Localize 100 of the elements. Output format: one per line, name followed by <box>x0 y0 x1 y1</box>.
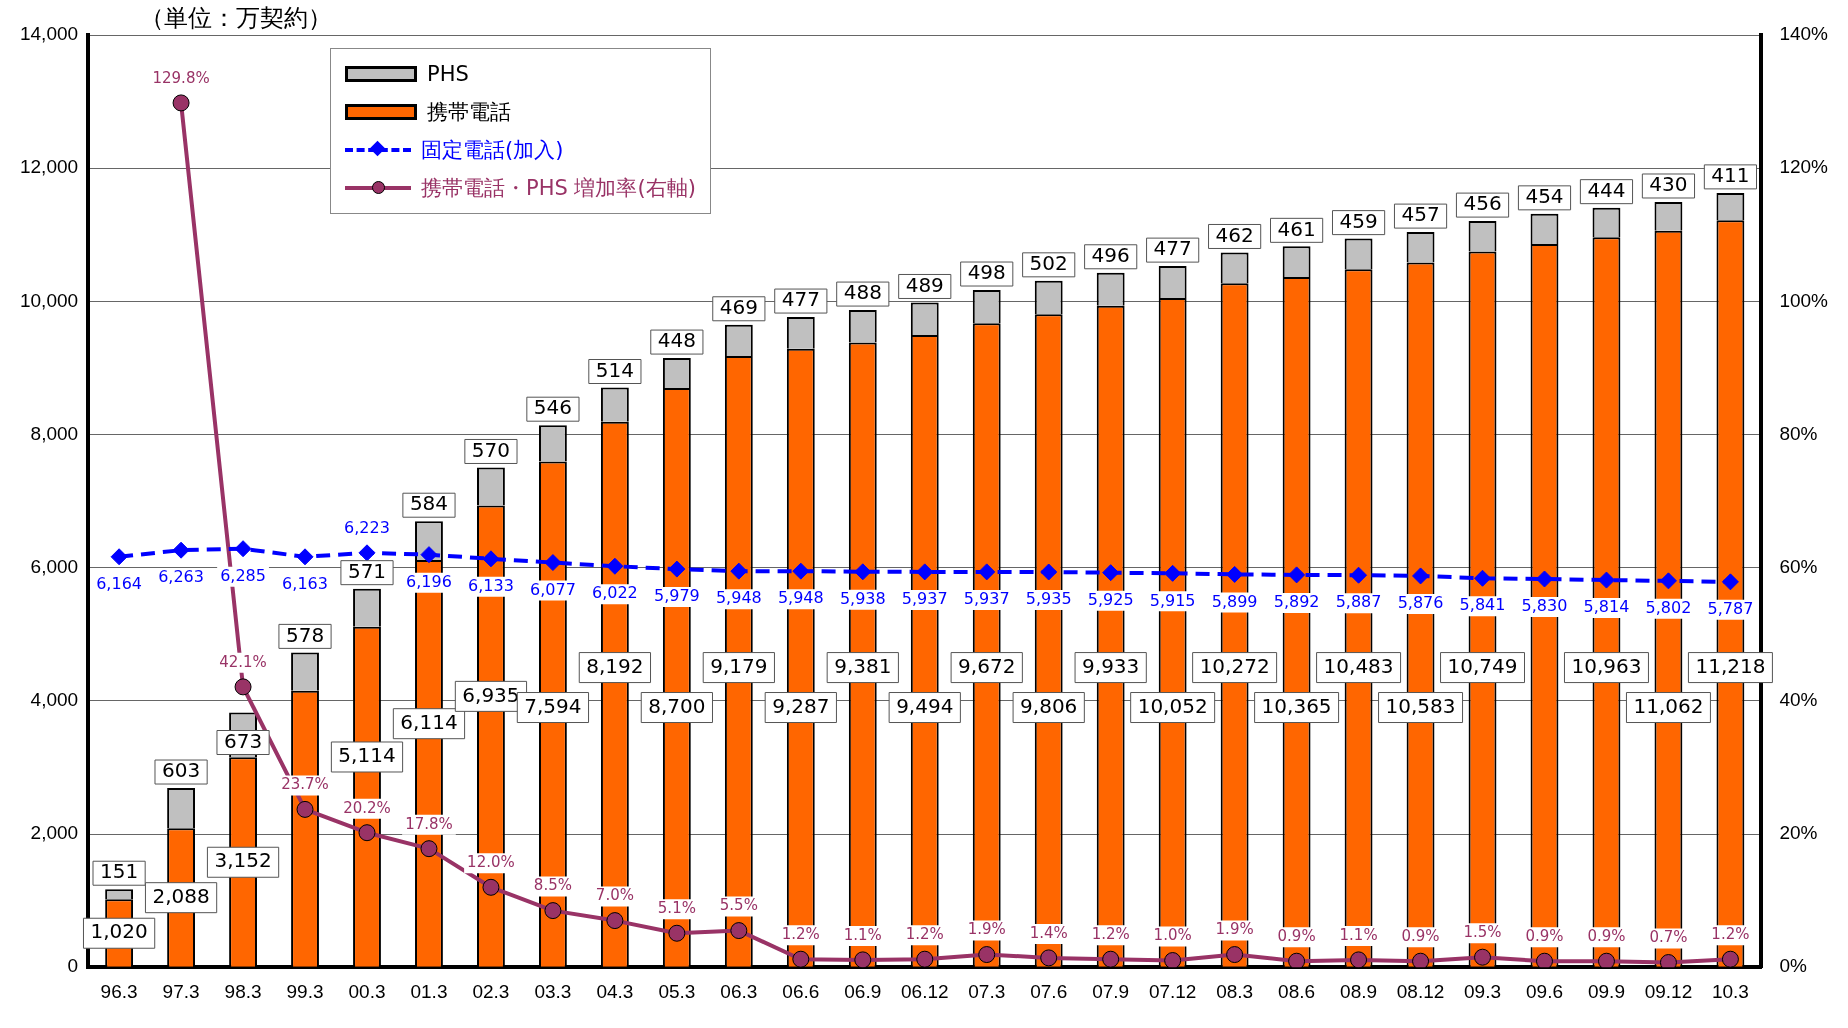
point <box>482 878 500 896</box>
data-label: 129.8% <box>152 68 210 87</box>
data-label: 1.2% <box>1091 925 1130 944</box>
data-label: 1.2% <box>905 925 944 944</box>
data-label: 7,594 <box>524 693 582 718</box>
point <box>1474 948 1492 966</box>
data-label: 571 <box>347 558 387 583</box>
data-label: 5,979 <box>653 586 700 606</box>
data-label: 546 <box>533 395 573 420</box>
data-label: 12.0% <box>467 853 515 872</box>
y-tick-label: 14,000 <box>19 23 79 45</box>
data-label: 5,948 <box>777 588 824 608</box>
data-label: 10,583 <box>1385 693 1456 718</box>
data-label: 0.9% <box>1525 927 1564 946</box>
x-tick-label: 06.6 <box>782 980 820 1002</box>
data-label: 9,179 <box>710 653 768 678</box>
legend-label: 携帯電話 <box>427 99 511 126</box>
data-label: 5,948 <box>715 588 762 608</box>
data-label: 9,381 <box>834 653 892 678</box>
point <box>978 946 996 964</box>
data-label: 2,088 <box>152 883 210 908</box>
x-tick-label: 01.3 <box>410 980 448 1002</box>
y-axis-title: （単位：万契約） <box>140 3 332 34</box>
y-tick-label: 12,000 <box>19 156 79 178</box>
data-label: 570 <box>471 437 511 462</box>
data-label: 10,963 <box>1571 653 1642 678</box>
data-label: 5,938 <box>839 588 886 608</box>
point <box>1350 951 1368 968</box>
point <box>1226 946 1244 964</box>
x-tick-label: 99.3 <box>286 980 324 1002</box>
point <box>296 800 314 818</box>
y-tick-label: 4,000 <box>30 689 79 711</box>
point <box>1412 952 1430 968</box>
x-tick-label: 08.12 <box>1396 980 1445 1002</box>
y2-tick-label: 0% <box>1779 955 1807 977</box>
legend-label: 携帯電話・PHS 増加率(右軸) <box>421 175 696 202</box>
data-label: 1.9% <box>967 920 1006 939</box>
data-label: 462 <box>1215 222 1254 247</box>
data-label: 1.5% <box>1463 923 1502 942</box>
x-tick-label: 06.9 <box>844 980 882 1002</box>
data-label: 5,935 <box>1025 589 1072 609</box>
data-label: 5.5% <box>719 896 758 915</box>
y2-tick-label: 80% <box>1779 422 1818 444</box>
x-tick-label: 08.3 <box>1216 980 1254 1002</box>
point <box>730 922 748 940</box>
data-label: 456 <box>1463 191 1502 216</box>
data-label: 5,915 <box>1149 590 1196 610</box>
data-label: 8.5% <box>533 876 572 895</box>
data-label: 7.0% <box>595 886 634 905</box>
x-tick-label: 05.3 <box>658 980 696 1002</box>
data-label: 5,937 <box>963 589 1010 609</box>
point <box>854 951 872 968</box>
point <box>1659 954 1677 968</box>
x-tick-label: 97.3 <box>162 980 200 1002</box>
data-label: 430 <box>1649 172 1688 197</box>
data-label: 489 <box>905 272 944 297</box>
data-label: 411 <box>1711 163 1750 188</box>
data-label: 0.7% <box>1649 928 1688 947</box>
data-label: 6,285 <box>220 565 266 585</box>
x-tick-label: 02.3 <box>472 980 510 1002</box>
point <box>606 912 624 930</box>
data-label: 5,787 <box>1707 599 1754 619</box>
data-label: 5,802 <box>1645 598 1692 618</box>
data-label: 9,287 <box>772 693 830 718</box>
y2-tick-label: 120% <box>1779 156 1829 178</box>
data-label: 469 <box>719 294 758 319</box>
legend-label: 固定電話(加入) <box>421 137 564 164</box>
y2-tick-label: 60% <box>1779 555 1818 577</box>
point <box>792 950 810 968</box>
data-label: 151 <box>100 859 139 884</box>
y2-tick-label: 140% <box>1779 23 1829 45</box>
x-tick-label: 03.3 <box>534 980 572 1002</box>
data-label: 603 <box>161 758 201 783</box>
data-label: 9,494 <box>896 693 954 718</box>
data-label: 6,022 <box>591 583 638 603</box>
data-label: 461 <box>1277 216 1316 241</box>
x-tick-label: 09.12 <box>1644 980 1693 1002</box>
data-label: 477 <box>1153 236 1192 261</box>
point <box>420 840 438 858</box>
y-tick-label: 0 <box>67 955 79 977</box>
x-tick-label: 06.3 <box>720 980 758 1002</box>
data-label: 9,806 <box>1020 693 1078 718</box>
data-label: 10,272 <box>1199 653 1270 678</box>
data-label: 578 <box>285 622 325 647</box>
x-tick-label: 10.3 <box>1711 980 1749 1002</box>
data-label: 6,196 <box>406 571 452 591</box>
point <box>916 950 934 968</box>
y-tick-label: 8,000 <box>30 422 79 444</box>
data-label: 457 <box>1401 202 1440 227</box>
point <box>1597 952 1615 968</box>
x-tick-label: 09.6 <box>1526 980 1563 1002</box>
data-label: 6,133 <box>468 575 514 595</box>
y-tick-label: 2,000 <box>30 822 79 844</box>
data-label: 9,933 <box>1082 653 1140 678</box>
data-label: 11,218 <box>1695 653 1766 678</box>
data-label: 454 <box>1525 184 1564 209</box>
data-label: 1.0% <box>1153 926 1192 945</box>
x-tick-label: 06.12 <box>900 980 949 1002</box>
data-label: 5,814 <box>1583 597 1630 617</box>
point <box>234 678 252 696</box>
